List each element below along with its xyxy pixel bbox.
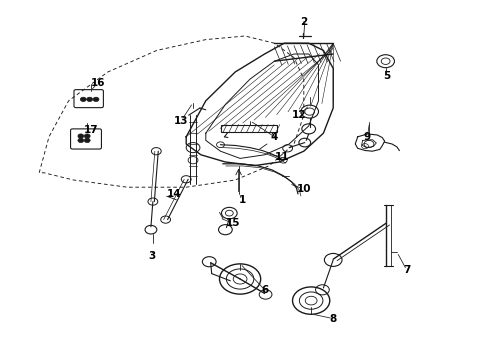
Text: 8: 8 <box>330 314 337 324</box>
Text: 17: 17 <box>83 125 98 135</box>
Text: 14: 14 <box>167 189 181 199</box>
Circle shape <box>78 134 84 138</box>
Circle shape <box>93 97 99 102</box>
Circle shape <box>87 97 93 102</box>
FancyBboxPatch shape <box>71 129 101 149</box>
Text: 10: 10 <box>296 184 311 194</box>
FancyBboxPatch shape <box>74 90 103 108</box>
Text: 9: 9 <box>364 132 371 142</box>
Circle shape <box>78 138 84 143</box>
Text: 6: 6 <box>261 285 268 295</box>
Circle shape <box>84 138 90 143</box>
Text: 4: 4 <box>270 132 278 142</box>
Text: 15: 15 <box>225 218 240 228</box>
Circle shape <box>84 134 90 138</box>
Text: 13: 13 <box>174 116 189 126</box>
FancyBboxPatch shape <box>220 125 277 132</box>
Text: 2: 2 <box>300 17 307 27</box>
Text: 16: 16 <box>91 78 105 88</box>
Text: 12: 12 <box>292 110 306 120</box>
Circle shape <box>80 97 86 102</box>
Text: 7: 7 <box>403 265 411 275</box>
Text: 1: 1 <box>239 195 246 205</box>
Text: 11: 11 <box>274 152 289 162</box>
Text: 5: 5 <box>384 71 391 81</box>
Text: 3: 3 <box>148 251 155 261</box>
